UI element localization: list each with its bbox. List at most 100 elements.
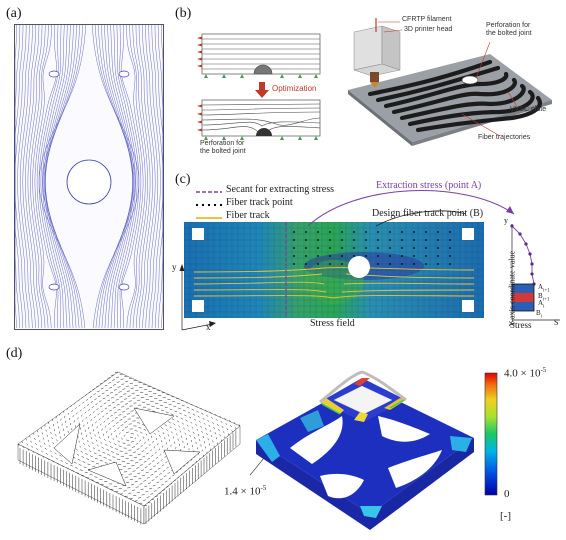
vector-arrow xyxy=(196,410,199,413)
vector-arrow xyxy=(51,437,53,440)
panel-c-label: (c) xyxy=(175,172,191,187)
vector-arrow xyxy=(157,467,161,470)
vector-arrow xyxy=(150,473,154,476)
fiber-track-point xyxy=(365,231,367,233)
vector-arrow xyxy=(36,430,38,433)
vector-arrow xyxy=(87,463,91,466)
vector-arrow xyxy=(73,420,75,423)
vector-arrow xyxy=(55,416,57,419)
vector-arrow xyxy=(174,428,177,431)
vector-arrow xyxy=(183,409,186,412)
stress-field-map xyxy=(184,222,484,318)
streamline xyxy=(19,24,33,329)
vector-arrow xyxy=(105,443,108,446)
vector-arrow xyxy=(198,420,201,423)
vector-arrow xyxy=(95,403,98,405)
vector-arrow xyxy=(223,431,225,434)
vector-arrow xyxy=(207,438,209,441)
vector-arrow xyxy=(43,442,46,445)
fiber-track-point xyxy=(425,255,427,257)
vector-arrow xyxy=(197,415,200,418)
vector-arrow xyxy=(123,416,127,418)
vector-arrow xyxy=(93,452,97,455)
vector-arrow xyxy=(41,450,43,453)
optimization-arrow xyxy=(255,82,269,98)
vector-arrow xyxy=(106,394,110,397)
vector-arrow xyxy=(124,403,129,405)
vector-arrow xyxy=(136,467,140,469)
vector-arrow xyxy=(131,465,135,467)
fiber-track-point xyxy=(449,239,451,241)
side-stress-chart xyxy=(510,224,560,321)
vector-arrow xyxy=(103,402,107,405)
vector-arrow xyxy=(178,407,181,410)
vector-arrow xyxy=(229,419,231,422)
vector-arrow xyxy=(46,434,48,437)
vector-arrow xyxy=(135,486,139,488)
fiber-track-point xyxy=(341,239,343,241)
vector-arrow xyxy=(44,447,47,450)
side-curve-point xyxy=(524,242,528,246)
fiber-track-point xyxy=(389,231,391,233)
vector-arrow xyxy=(176,420,180,423)
side-curve-point xyxy=(530,272,534,276)
legend-secant-label: Secant for extracting stress xyxy=(226,184,335,195)
streamline xyxy=(32,24,49,329)
streamline xyxy=(145,24,159,329)
vector-arrow xyxy=(190,403,194,406)
vector-arrow xyxy=(100,387,104,390)
vector-arrow xyxy=(193,431,195,434)
vector-arrow xyxy=(86,421,89,424)
vector-arrow xyxy=(109,409,112,412)
vector-arrow xyxy=(206,433,208,436)
vector-arrow xyxy=(99,436,101,439)
vector-arrow xyxy=(70,464,73,467)
vector-arrow xyxy=(90,437,93,440)
design-point-label: Design fiber track point (B) xyxy=(372,208,484,219)
vector-arrow xyxy=(129,382,133,384)
fiber-track-point xyxy=(437,231,439,233)
vector-arrow xyxy=(188,467,190,470)
streamline xyxy=(34,24,52,329)
vector-arrow xyxy=(78,422,80,425)
vector-arrow xyxy=(99,423,102,426)
streamline xyxy=(14,24,27,329)
vector-arrow xyxy=(150,435,153,438)
vector-arrow xyxy=(110,392,113,394)
vector-arrow xyxy=(184,432,186,435)
fiber-track-point xyxy=(401,255,403,257)
vector-arrow xyxy=(172,436,174,439)
vector-arrow xyxy=(104,438,106,441)
fiber-track-point xyxy=(377,255,379,257)
vector-arrow xyxy=(121,429,125,432)
vector-arrow xyxy=(88,408,91,411)
vector-arrow xyxy=(122,442,126,444)
vector-arrow xyxy=(85,434,88,437)
vector-arrow xyxy=(97,395,101,398)
perforation-label-left: Perforation for the bolted joint xyxy=(200,140,246,155)
vector-arrow xyxy=(94,457,98,460)
vector-arrow xyxy=(73,402,76,405)
fiber-track-point xyxy=(305,239,307,241)
vector-arrow xyxy=(183,464,186,467)
vector-arrow xyxy=(206,414,209,417)
vector-arrow xyxy=(157,486,161,489)
fiber-track-point xyxy=(341,231,343,233)
vector-arrow xyxy=(71,469,75,472)
vector-arrow xyxy=(154,432,156,435)
vector-arrow xyxy=(131,446,136,448)
vector-arrow xyxy=(91,460,95,463)
vector-arrow xyxy=(201,430,203,433)
vector-arrow xyxy=(27,448,30,451)
vector-arrow xyxy=(26,443,29,446)
vector-arrow xyxy=(179,430,182,433)
vector-arrow xyxy=(175,415,179,418)
colorbar xyxy=(484,372,498,496)
vector-arrow xyxy=(172,474,175,477)
vector-arrow xyxy=(169,408,173,411)
vector-arrow xyxy=(121,383,125,385)
fiber-track-point xyxy=(413,255,415,257)
streamline xyxy=(42,24,65,329)
streamline xyxy=(42,24,84,329)
vector-arrow xyxy=(48,444,51,447)
